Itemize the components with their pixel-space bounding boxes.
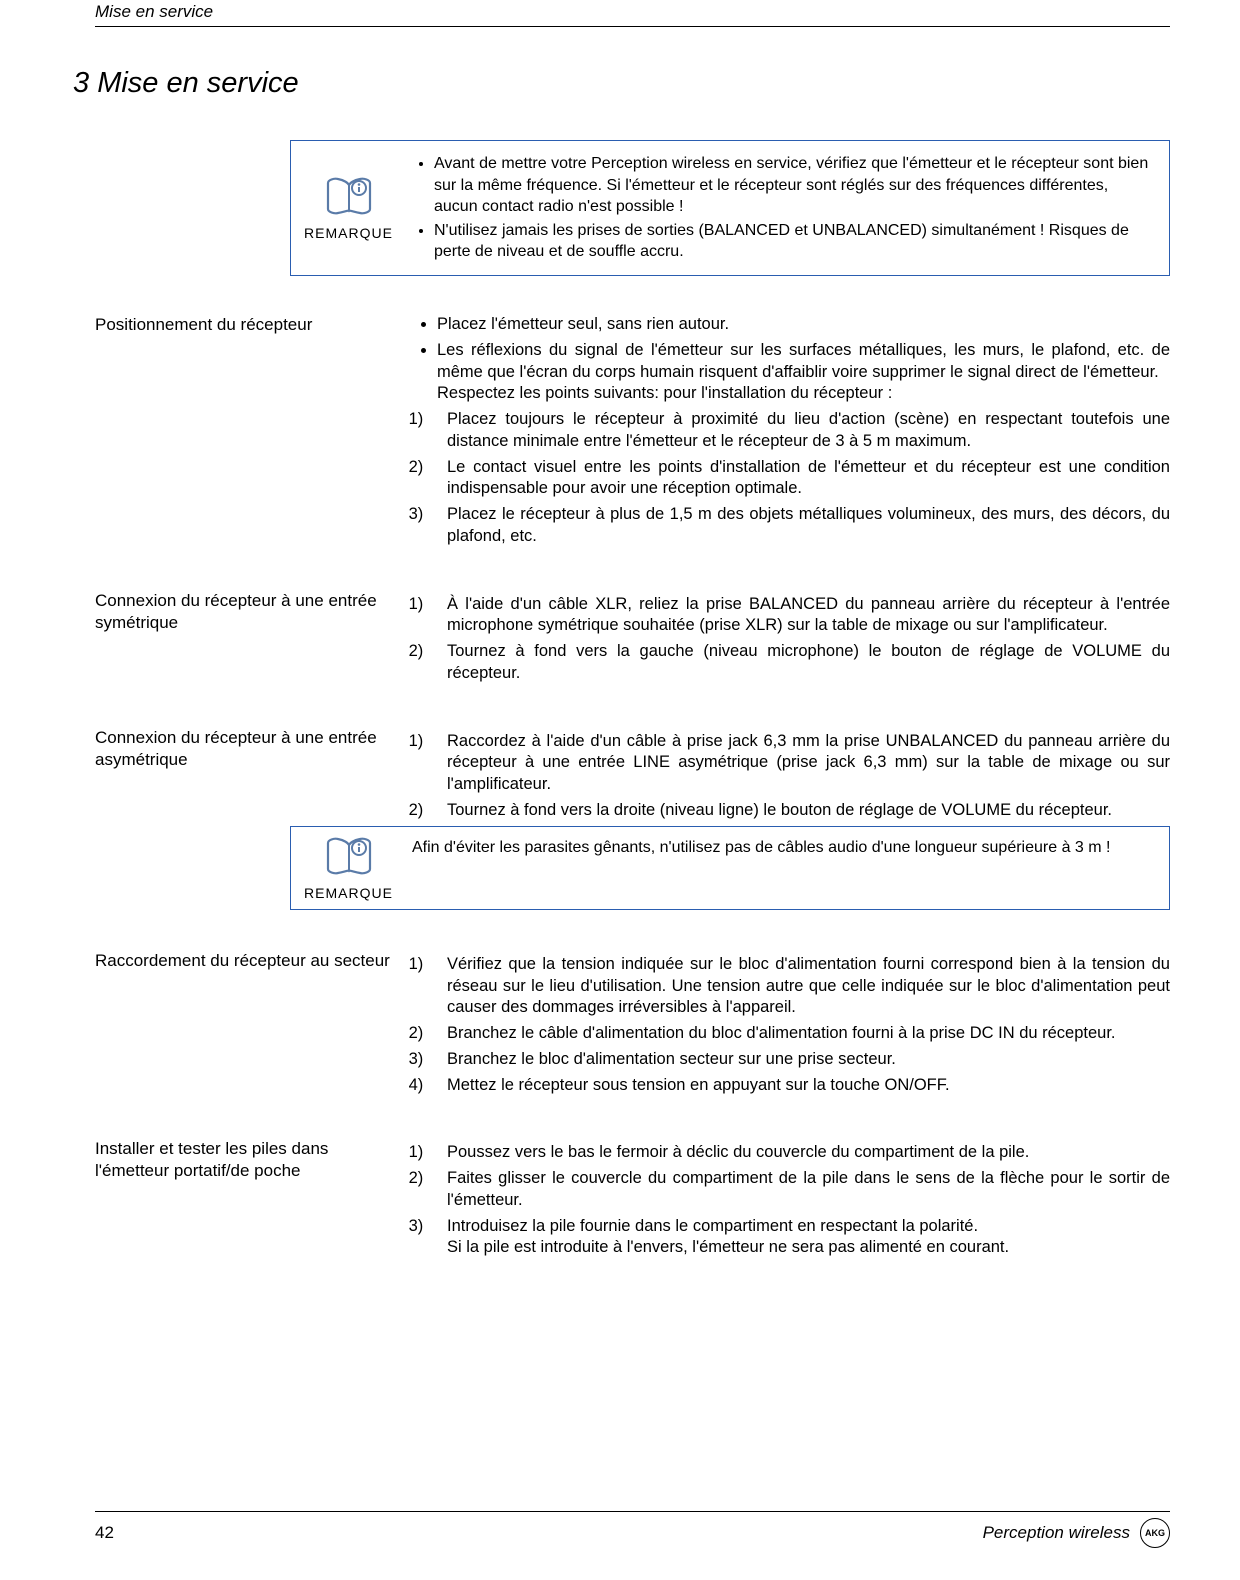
list-item: Tournez à fond vers la gauche (niveau mi… xyxy=(437,641,1170,685)
section-symmetric: Connexion du récepteur à une entrée symé… xyxy=(95,590,1170,689)
section-label: Connexion du récepteur à une entrée symé… xyxy=(95,590,415,689)
brand-logo-icon: AKG xyxy=(1140,1518,1170,1548)
page-footer: 42 Perception wireless AKG xyxy=(95,1511,1170,1548)
remark-body: Afin d'éviter les parasites gênants, n'u… xyxy=(406,827,1169,909)
list-item: Branchez le câble d'alimentation du bloc… xyxy=(437,1023,1170,1045)
list-item: Les réflexions du signal de l'émetteur s… xyxy=(437,340,1170,405)
list-item: Placez toujours le récepteur à proximité… xyxy=(437,409,1170,453)
book-info-icon xyxy=(324,835,374,879)
list-item: Faites glisser le couvercle du compartim… xyxy=(437,1168,1170,1212)
list-item: Poussez vers le bas le fermoir à déclic … xyxy=(437,1142,1170,1164)
remark-item: N'utilisez jamais les prises de sorties … xyxy=(434,220,1155,263)
list-item: Mettez le récepteur sous tension en appu… xyxy=(437,1075,1170,1097)
remark-box: REMARQUE Afin d'éviter les parasites gên… xyxy=(290,826,1170,910)
section-battery: Installer et tester les piles dans l'éme… xyxy=(95,1138,1170,1263)
list-item: Raccordez à l'aide d'un câble à prise ja… xyxy=(437,731,1170,796)
section-label: Installer et tester les piles dans l'éme… xyxy=(95,1138,415,1263)
list-item: À l'aide d'un câble XLR, reliez la prise… xyxy=(437,594,1170,638)
section-asymmetric: Connexion du récepteur à une entrée asym… xyxy=(95,727,1170,826)
list-item: Introduisez la pile fournie dans le comp… xyxy=(437,1216,1170,1260)
section-content: À l'aide d'un câble XLR, reliez la prise… xyxy=(415,590,1170,689)
section-content: Vérifiez que la tension indiquée sur le … xyxy=(415,950,1170,1101)
section-label: Connexion du récepteur à une entrée asym… xyxy=(95,727,415,826)
list-item: Placez l'émetteur seul, sans rien autour… xyxy=(437,314,1170,336)
section-label: Raccordement du récepteur au secteur xyxy=(95,950,415,1101)
chapter-heading: 3 Mise en service xyxy=(73,67,1170,100)
remark-label: REMARQUE xyxy=(304,885,393,901)
list-item: Le contact visuel entre les points d'ins… xyxy=(437,457,1170,501)
chapter-title-text: Mise en service xyxy=(97,67,298,99)
section-content: Raccordez à l'aide d'un câble à prise ja… xyxy=(415,727,1170,826)
remark-icon-block: REMARQUE xyxy=(291,827,406,909)
page-number: 42 xyxy=(95,1523,114,1543)
chapter-number: 3 xyxy=(73,67,89,99)
section-content: Placez l'émetteur seul, sans rien autour… xyxy=(415,314,1170,552)
list-item: Placez le récepteur à plus de 1,5 m des … xyxy=(437,504,1170,548)
product-name: Perception wireless xyxy=(983,1523,1130,1543)
section-power: Raccordement du récepteur au secteur Vér… xyxy=(95,950,1170,1101)
remark-box: REMARQUE Avant de mettre votre Perceptio… xyxy=(290,140,1170,276)
remark-label: REMARQUE xyxy=(304,225,393,241)
section-label: Positionnement du récepteur xyxy=(95,314,415,552)
remark-icon-block: REMARQUE xyxy=(291,141,406,275)
list-item: Vérifiez que la tension indiquée sur le … xyxy=(437,954,1170,1019)
section-positioning: Positionnement du récepteur Placez l'éme… xyxy=(95,314,1170,552)
list-item: Branchez le bloc d'alimentation secteur … xyxy=(437,1049,1170,1071)
running-header: Mise en service xyxy=(95,0,1170,27)
section-content: Poussez vers le bas le fermoir à déclic … xyxy=(415,1138,1170,1263)
remark-body: Avant de mettre votre Perception wireles… xyxy=(406,141,1169,275)
list-item: Tournez à fond vers la droite (niveau li… xyxy=(437,800,1170,822)
book-info-icon xyxy=(324,175,374,219)
remark-item: Avant de mettre votre Perception wireles… xyxy=(434,153,1155,218)
